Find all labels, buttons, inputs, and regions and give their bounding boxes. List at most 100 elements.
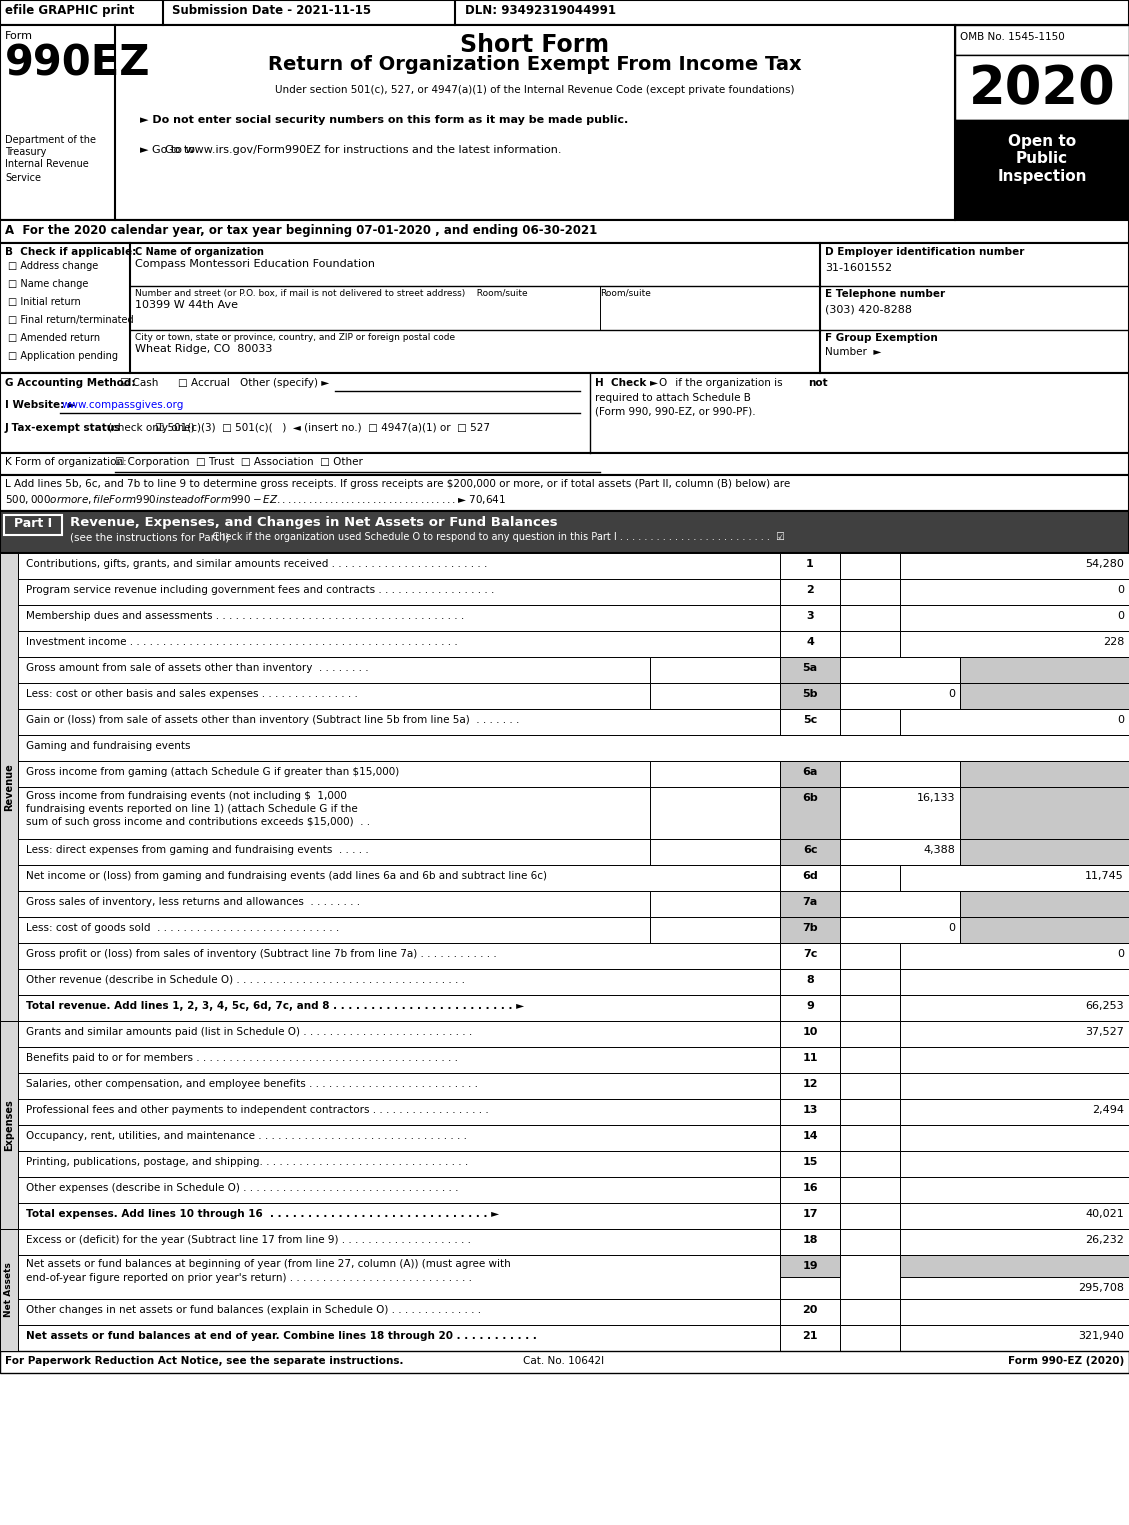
- Bar: [900, 994, 1129, 1022]
- Bar: [0, 220, 1129, 242]
- Text: Printing, publications, postage, and shipping. . . . . . . . . . . . . . . . . .: Printing, publications, postage, and shi…: [26, 1157, 469, 1167]
- Bar: [650, 787, 780, 839]
- Bar: [900, 1048, 1129, 1074]
- Text: H  Check ►: H Check ►: [595, 378, 658, 387]
- Bar: [840, 839, 960, 865]
- Text: 6b: 6b: [802, 793, 817, 804]
- Bar: [840, 657, 960, 683]
- Bar: [0, 474, 1129, 511]
- Bar: [780, 1022, 840, 1048]
- Bar: [960, 787, 1129, 839]
- Text: 0: 0: [1117, 586, 1124, 595]
- Bar: [780, 891, 840, 917]
- Text: $500,000 or more, file Form 990 instead of Form 990-EZ . . . . . . . . . . . . .: $500,000 or more, file Form 990 instead …: [5, 493, 506, 506]
- Bar: [780, 1255, 840, 1299]
- Bar: [900, 605, 1129, 631]
- Bar: [840, 891, 960, 917]
- Text: 17: 17: [803, 1209, 817, 1218]
- Text: Total expenses. Add lines 10 through 16  . . . . . . . . . . . . . . . . . . . .: Total expenses. Add lines 10 through 16 …: [26, 1209, 499, 1218]
- Text: Expenses: Expenses: [5, 1100, 14, 1151]
- Bar: [18, 605, 1129, 631]
- Bar: [0, 0, 1129, 24]
- Bar: [0, 1351, 1129, 1372]
- Bar: [0, 24, 1129, 220]
- Bar: [780, 839, 840, 865]
- Text: if the organization is: if the organization is: [672, 378, 786, 387]
- Bar: [960, 839, 1129, 865]
- Bar: [900, 1100, 1129, 1125]
- Bar: [0, 554, 18, 1022]
- Text: 4: 4: [806, 637, 814, 647]
- Bar: [840, 787, 960, 839]
- Bar: [650, 657, 780, 683]
- Text: Submission Date - 2021-11-15: Submission Date - 2021-11-15: [172, 5, 371, 17]
- Bar: [18, 865, 1129, 891]
- Text: For Paperwork Reduction Act Notice, see the separate instructions.: For Paperwork Reduction Act Notice, see …: [5, 1356, 403, 1366]
- Bar: [955, 55, 1129, 120]
- Bar: [780, 1299, 840, 1325]
- Text: ► Go to www.irs.gov/Form990EZ for instructions and the latest information.: ► Go to www.irs.gov/Form990EZ for instru…: [140, 145, 561, 156]
- Text: 5c: 5c: [803, 715, 817, 724]
- Text: 7c: 7c: [803, 949, 817, 959]
- Bar: [0, 1022, 18, 1229]
- Text: 0: 0: [1117, 715, 1124, 724]
- Text: ☑ Corporation  □ Trust  □ Association  □ Other: ☑ Corporation □ Trust □ Association □ Ot…: [115, 458, 362, 467]
- Bar: [900, 1255, 1129, 1299]
- Text: 10399 W 44th Ave: 10399 W 44th Ave: [135, 300, 238, 310]
- Bar: [955, 24, 1129, 55]
- Bar: [18, 1299, 1129, 1325]
- Text: 4,388: 4,388: [924, 845, 955, 856]
- Bar: [960, 683, 1129, 709]
- Bar: [780, 761, 840, 787]
- Text: □ Name change: □ Name change: [8, 279, 88, 290]
- Bar: [780, 865, 840, 891]
- Bar: [18, 968, 1129, 994]
- Text: sum of such gross income and contributions exceeds $15,000)  . .: sum of such gross income and contributio…: [26, 817, 370, 827]
- Text: Other expenses (describe in Schedule O) . . . . . . . . . . . . . . . . . . . . : Other expenses (describe in Schedule O) …: [26, 1183, 458, 1193]
- Text: 2020: 2020: [969, 63, 1115, 114]
- Bar: [18, 657, 1129, 683]
- Text: 18: 18: [803, 1235, 817, 1244]
- Text: Revenue: Revenue: [5, 762, 14, 811]
- Text: Net assets or fund balances at beginning of year (from line 27, column (A)) (mus: Net assets or fund balances at beginning…: [26, 1260, 510, 1269]
- Text: Department of the: Department of the: [5, 136, 96, 145]
- Text: 16,133: 16,133: [917, 793, 955, 804]
- Text: C Name of organization: C Name of organization: [135, 247, 264, 258]
- Text: Form: Form: [5, 30, 33, 41]
- Text: ► Do not enter social security numbers on this form as it may be made public.: ► Do not enter social security numbers o…: [140, 114, 628, 125]
- Bar: [900, 942, 1129, 968]
- Text: 21: 21: [803, 1331, 817, 1340]
- Bar: [18, 1255, 1129, 1299]
- Text: Other revenue (describe in Schedule O) . . . . . . . . . . . . . . . . . . . . .: Other revenue (describe in Schedule O) .…: [26, 974, 465, 985]
- Text: Return of Organization Exempt From Income Tax: Return of Organization Exempt From Incom…: [269, 55, 802, 75]
- Text: 1: 1: [806, 560, 814, 569]
- Bar: [900, 1325, 1129, 1351]
- Bar: [780, 605, 840, 631]
- Text: 12: 12: [803, 1080, 817, 1089]
- Bar: [960, 891, 1129, 917]
- Text: O: O: [658, 378, 666, 387]
- Text: K Form of organization:: K Form of organization:: [5, 458, 126, 467]
- Text: 54,280: 54,280: [1085, 560, 1124, 569]
- Bar: [900, 580, 1129, 605]
- Text: ☑ 501(c)(3)  □ 501(c)(   )  ◄ (insert no.)  □ 4947(a)(1) or  □ 527: ☑ 501(c)(3) □ 501(c)( ) ◄ (insert no.) □…: [155, 422, 490, 433]
- Bar: [840, 683, 960, 709]
- Text: Gross sales of inventory, less returns and allowances  . . . . . . . .: Gross sales of inventory, less returns a…: [26, 897, 360, 907]
- Bar: [18, 942, 1129, 968]
- Text: Check if the organization used Schedule O to respond to any question in this Par: Check if the organization used Schedule …: [200, 532, 785, 541]
- Text: fundraising events reported on line 1) (attach Schedule G if the: fundraising events reported on line 1) (…: [26, 804, 358, 814]
- Bar: [780, 709, 840, 735]
- Bar: [0, 511, 1129, 554]
- Bar: [900, 1229, 1129, 1255]
- Bar: [18, 735, 1129, 761]
- Text: 10: 10: [803, 1026, 817, 1037]
- Bar: [18, 554, 1129, 580]
- Text: □ Amended return: □ Amended return: [8, 332, 100, 343]
- Bar: [18, 1325, 1129, 1351]
- Text: not: not: [808, 378, 828, 387]
- Bar: [0, 1229, 18, 1351]
- Text: 0: 0: [1117, 612, 1124, 621]
- Bar: [780, 917, 840, 942]
- Text: (see the instructions for Part I): (see the instructions for Part I): [70, 532, 229, 541]
- Text: Treasury: Treasury: [5, 146, 46, 157]
